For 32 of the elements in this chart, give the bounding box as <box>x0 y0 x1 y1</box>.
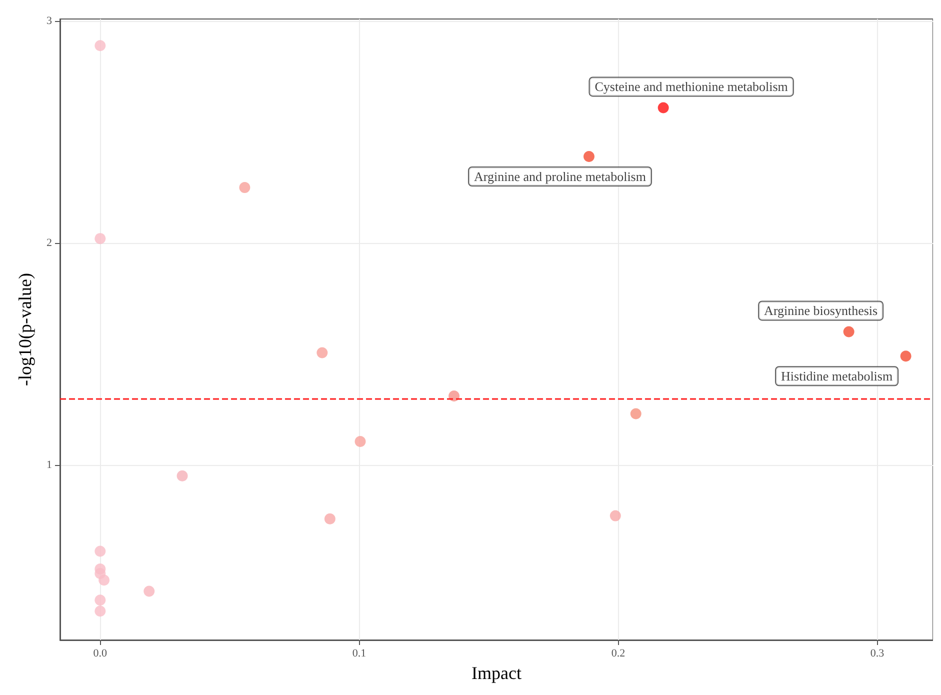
point <box>316 347 328 358</box>
point <box>354 436 366 447</box>
x-tick-label: 0.1 <box>352 648 366 660</box>
point <box>448 390 460 402</box>
annotation: Arginine and proline metabolism <box>474 169 646 184</box>
point <box>324 513 336 524</box>
point <box>98 574 110 586</box>
annotation: Histidine metabolism <box>781 368 893 384</box>
x-tick-label: 0.0 <box>93 648 108 660</box>
point <box>630 408 642 420</box>
point <box>94 594 106 606</box>
point <box>610 510 621 522</box>
point <box>94 546 106 557</box>
x-tick-label: 0.3 <box>870 648 885 660</box>
point <box>583 151 594 162</box>
point <box>94 606 106 617</box>
annotation: Arginine biosynthesis <box>764 303 878 318</box>
point <box>900 350 912 362</box>
x-tick-label: 0.2 <box>611 648 626 660</box>
point <box>94 233 106 244</box>
y-tick-label: 1 <box>46 458 52 471</box>
x-axis-title: Impact <box>472 663 522 683</box>
y-axis-title: -log10(p-value) <box>15 273 35 386</box>
point <box>176 470 188 482</box>
point <box>144 586 155 597</box>
point <box>843 326 854 338</box>
y-tick-label: 3 <box>46 15 52 28</box>
point <box>94 40 106 52</box>
y-tick-label: 2 <box>46 237 52 250</box>
point <box>239 182 250 194</box>
point <box>658 102 669 114</box>
annotation: Cysteine and methionine metabolism <box>594 79 788 94</box>
